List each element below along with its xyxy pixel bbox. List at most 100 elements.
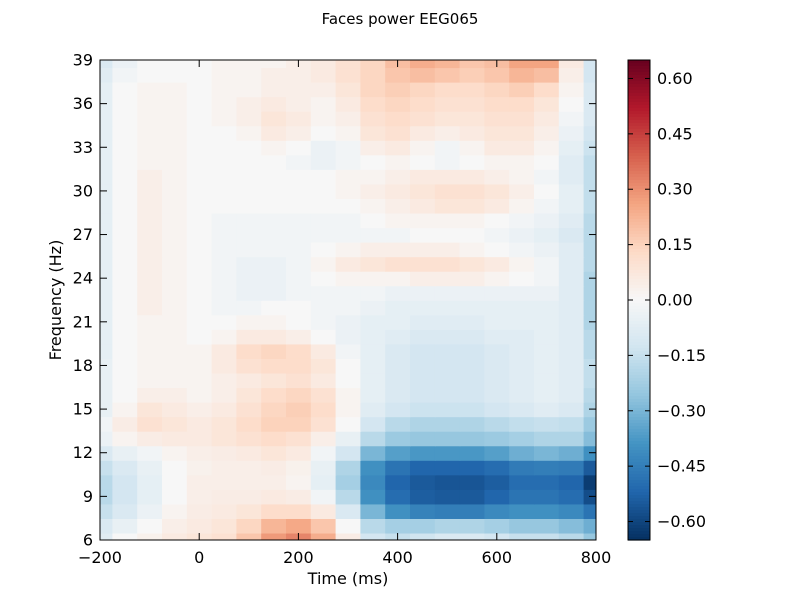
- heatmap-cell: [459, 198, 486, 214]
- heatmap-cell: [211, 532, 238, 540]
- heatmap-cell: [484, 285, 510, 301]
- heatmap-cell: [459, 329, 486, 345]
- heatmap-cell: [137, 60, 163, 69]
- heatmap-cell: [385, 343, 411, 359]
- heatmap-cell: [360, 60, 386, 69]
- heatmap-cell: [310, 125, 337, 141]
- heatmap-cell: [261, 270, 287, 287]
- colorbar-step: [628, 126, 650, 130]
- colorbar-tick-label: −0.15: [657, 346, 706, 365]
- heatmap-cell: [509, 169, 535, 185]
- heatmap-cell: [484, 489, 510, 505]
- heatmap-cell: [335, 300, 362, 316]
- heatmap-cell: [100, 198, 114, 214]
- heatmap-cell: [360, 329, 386, 345]
- heatmap-cell: [360, 474, 386, 490]
- colorbar-step: [628, 213, 650, 217]
- y-tick-label: 9: [83, 487, 93, 506]
- heatmap-cell: [186, 140, 213, 156]
- heatmap-cell: [211, 314, 238, 330]
- colorbar-step: [628, 420, 650, 424]
- heatmap-cell: [236, 300, 262, 316]
- heatmap-cell: [100, 329, 114, 345]
- heatmap-cell: [137, 270, 163, 287]
- colorbar-step: [628, 174, 650, 178]
- colorbar-step: [628, 201, 650, 205]
- heatmap-cell: [335, 198, 362, 214]
- colorbar-step: [628, 531, 650, 535]
- heatmap-cell: [310, 343, 337, 359]
- heatmap-cell: [162, 358, 188, 374]
- heatmap-cell: [335, 81, 362, 98]
- heatmap-cell: [509, 401, 535, 418]
- heatmap-cell: [335, 60, 362, 69]
- heatmap-cell: [112, 358, 138, 374]
- heatmap-cell: [558, 270, 585, 287]
- heatmap-cell: [310, 503, 337, 519]
- heatmap-cell: [261, 445, 287, 461]
- heatmap-cell: [335, 67, 362, 83]
- heatmap-cell: [459, 256, 486, 272]
- heatmap-cell: [484, 372, 510, 389]
- heatmap-cell: [558, 460, 585, 476]
- heatmap-cell: [484, 140, 510, 156]
- colorbar-step: [628, 144, 650, 148]
- colorbar-step: [628, 498, 650, 502]
- heatmap-cell: [310, 401, 337, 418]
- heatmap-cell: [261, 387, 287, 403]
- colorbar-step: [628, 153, 650, 157]
- heatmap-cell: [410, 67, 436, 83]
- colorbar-step: [628, 267, 650, 271]
- heatmap-cell: [310, 60, 337, 69]
- heatmap-cell: [558, 445, 585, 461]
- colorbar-step: [628, 528, 650, 532]
- heatmap-cell: [434, 489, 461, 505]
- heatmap-cell: [534, 532, 560, 540]
- heatmap-cell: [261, 212, 287, 229]
- heatmap-cell: [211, 198, 238, 214]
- heatmap-cell: [459, 416, 486, 432]
- heatmap-cell: [484, 300, 510, 316]
- heatmap-cell: [162, 329, 188, 345]
- colorbar-step: [628, 87, 650, 91]
- heatmap-cell: [310, 241, 337, 258]
- heatmap-cell: [236, 125, 262, 141]
- heatmap-cell: [236, 460, 262, 476]
- heatmap-cell: [459, 532, 486, 540]
- heatmap-cell: [509, 60, 535, 69]
- heatmap-cell: [434, 110, 461, 127]
- heatmap-cell: [385, 154, 411, 170]
- heatmap-cell: [434, 387, 461, 403]
- heatmap-cell: [100, 81, 114, 98]
- heatmap-cell: [310, 110, 337, 127]
- colorbar-step: [628, 171, 650, 175]
- heatmap-cell: [558, 110, 585, 127]
- heatmap-cell: [261, 140, 287, 156]
- colorbar-step: [628, 495, 650, 499]
- heatmap-cell: [410, 489, 436, 505]
- heatmap-cell: [310, 256, 337, 272]
- heatmap-cell: [385, 256, 411, 272]
- heatmap-cell: [186, 445, 213, 461]
- heatmap-cell: [534, 430, 560, 447]
- heatmap-cell: [509, 241, 535, 258]
- colorbar-step: [628, 504, 650, 508]
- heatmap-cell: [162, 532, 188, 540]
- colorbar-step: [628, 225, 650, 229]
- heatmap-cell: [459, 401, 486, 418]
- heatmap-cell: [558, 430, 585, 447]
- heatmap-cell: [410, 416, 436, 432]
- heatmap-cell: [162, 96, 188, 112]
- heatmap-cell: [459, 489, 486, 505]
- heatmap-cell: [534, 183, 560, 199]
- heatmap-cell: [261, 503, 287, 519]
- colorbar-step: [628, 114, 650, 118]
- heatmap-cell: [310, 270, 337, 287]
- colorbar-step: [628, 339, 650, 343]
- heatmap-cell: [459, 67, 486, 83]
- heatmap-cell: [434, 358, 461, 374]
- colorbar-step: [628, 333, 650, 337]
- heatmap-cell: [484, 460, 510, 476]
- heatmap-cell: [162, 110, 188, 127]
- heatmap-cell: [459, 372, 486, 389]
